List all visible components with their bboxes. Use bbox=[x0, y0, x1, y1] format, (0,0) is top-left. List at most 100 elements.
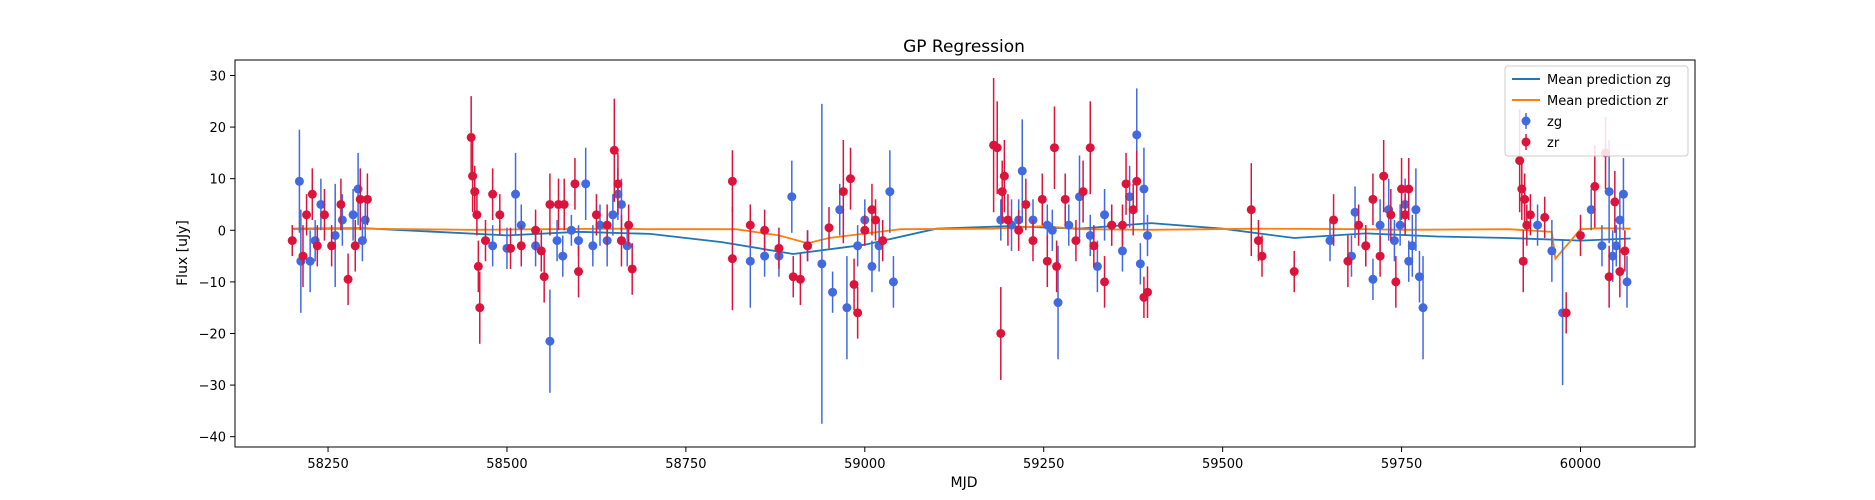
data-point-zg bbox=[828, 287, 838, 297]
data-point-zr bbox=[745, 220, 755, 230]
legend-label-zg: zg bbox=[1547, 115, 1562, 130]
data-point-zr bbox=[570, 179, 580, 189]
data-point-zr bbox=[788, 272, 798, 282]
data-point-zr bbox=[1397, 184, 1407, 194]
data-point-zr bbox=[1078, 187, 1088, 197]
y-tick-label: 0 bbox=[218, 224, 226, 239]
data-point-zr bbox=[298, 251, 308, 261]
data-point-zg bbox=[316, 199, 326, 209]
legend-box bbox=[1504, 65, 1689, 157]
data-point-zg bbox=[353, 184, 363, 194]
data-point-zr bbox=[838, 187, 848, 197]
data-point-zg bbox=[1608, 251, 1618, 261]
data-point-zr bbox=[609, 145, 619, 155]
data-point-zr bbox=[475, 303, 485, 313]
data-point-zg bbox=[1064, 220, 1074, 230]
data-point-zr bbox=[559, 199, 569, 209]
plot-frame bbox=[234, 59, 1696, 448]
data-point-zg bbox=[357, 236, 367, 246]
data-point-zr bbox=[1561, 308, 1571, 318]
data-point-zr bbox=[1610, 197, 1620, 207]
y-tick-label: −30 bbox=[199, 379, 226, 394]
data-point-zr bbox=[506, 243, 516, 253]
data-point-zr bbox=[1037, 194, 1047, 204]
legend-label-zr: zr bbox=[1547, 136, 1560, 151]
data-point-zr bbox=[312, 241, 322, 251]
data-point-zg bbox=[305, 256, 315, 266]
plot-area bbox=[234, 59, 1696, 448]
data-point-zg bbox=[1143, 230, 1152, 240]
data-point-zr bbox=[1257, 251, 1267, 261]
data-point-zr bbox=[1128, 205, 1138, 215]
data-point-zr bbox=[480, 236, 490, 246]
data-point-zg bbox=[853, 241, 863, 251]
mean-prediction-line-zg bbox=[292, 222, 1631, 255]
data-point-zr bbox=[727, 254, 737, 264]
data-point-zg bbox=[1604, 187, 1614, 197]
data-point-zr bbox=[307, 189, 317, 199]
data-point-zg bbox=[1132, 130, 1142, 140]
x-axis: 58250 58500 58750 59000 59250 59500 59750 60000 bbox=[307, 447, 1601, 472]
data-point-zg bbox=[1092, 261, 1102, 271]
data-point-zg bbox=[348, 210, 358, 220]
data-point-zr bbox=[616, 236, 626, 246]
data-point-zr bbox=[1014, 225, 1024, 235]
legend-label-zg-mean: Mean prediction zg bbox=[1547, 73, 1671, 88]
x-tick-label: 59500 bbox=[1202, 457, 1243, 472]
data-point-zr bbox=[867, 205, 877, 215]
data-point-zr bbox=[574, 267, 584, 277]
data-point-zr bbox=[1253, 236, 1263, 246]
data-point-zr bbox=[1525, 210, 1535, 220]
data-point-zr bbox=[591, 210, 601, 220]
data-point-zr bbox=[1085, 143, 1095, 153]
data-point-zr bbox=[871, 215, 881, 225]
data-point-zr bbox=[1361, 241, 1371, 251]
data-point-zg bbox=[996, 215, 1006, 225]
data-point-zr bbox=[302, 210, 312, 220]
data-point-zr bbox=[1121, 179, 1131, 189]
data-point-zg bbox=[867, 261, 877, 271]
data-point-zg bbox=[558, 251, 568, 261]
data-point-zr bbox=[327, 241, 337, 251]
data-point-zg bbox=[1597, 241, 1607, 251]
data-point-zg bbox=[745, 256, 755, 266]
data-point-zg bbox=[337, 215, 347, 225]
data-point-zg bbox=[1586, 205, 1596, 215]
data-point-zr bbox=[849, 279, 859, 289]
data-point-zr bbox=[1615, 267, 1625, 277]
data-point-zg bbox=[1411, 205, 1421, 215]
data-point-zr bbox=[1089, 241, 1099, 251]
y-tick-label: −10 bbox=[199, 276, 226, 291]
data-point-zr bbox=[336, 199, 346, 209]
data-point-zr bbox=[1540, 212, 1550, 222]
data-point-zr bbox=[1052, 261, 1062, 271]
data-point-zr bbox=[287, 236, 297, 246]
data-point-zg bbox=[1418, 303, 1428, 313]
data-point-zr bbox=[531, 225, 541, 235]
data-point-zr bbox=[1368, 194, 1378, 204]
data-point-zg bbox=[1139, 184, 1149, 194]
x-tick-label: 59000 bbox=[844, 457, 885, 472]
data-point-zr bbox=[355, 194, 365, 204]
data-point-zg bbox=[1547, 246, 1557, 256]
data-point-zr bbox=[1132, 176, 1142, 186]
data-point-zg bbox=[1135, 259, 1145, 269]
data-point-zg bbox=[545, 336, 555, 346]
data-point-zg bbox=[1404, 256, 1414, 266]
y-tick-label: 20 bbox=[209, 121, 226, 136]
data-point-zr bbox=[1391, 277, 1401, 287]
data-point-zr bbox=[774, 243, 784, 253]
data-point-zr bbox=[539, 272, 549, 282]
data-point-zg bbox=[622, 241, 632, 251]
data-point-zg bbox=[608, 210, 618, 220]
data-point-zr bbox=[803, 241, 813, 251]
data-point-zr bbox=[1042, 256, 1052, 266]
data-point-zr bbox=[627, 264, 637, 274]
data-point-zr bbox=[624, 220, 634, 230]
data-point-zr bbox=[992, 143, 1002, 153]
data-point-zr bbox=[1117, 220, 1127, 230]
data-point-zr bbox=[1604, 272, 1614, 282]
data-point-zr bbox=[1522, 220, 1532, 230]
data-point-zr bbox=[613, 179, 623, 189]
